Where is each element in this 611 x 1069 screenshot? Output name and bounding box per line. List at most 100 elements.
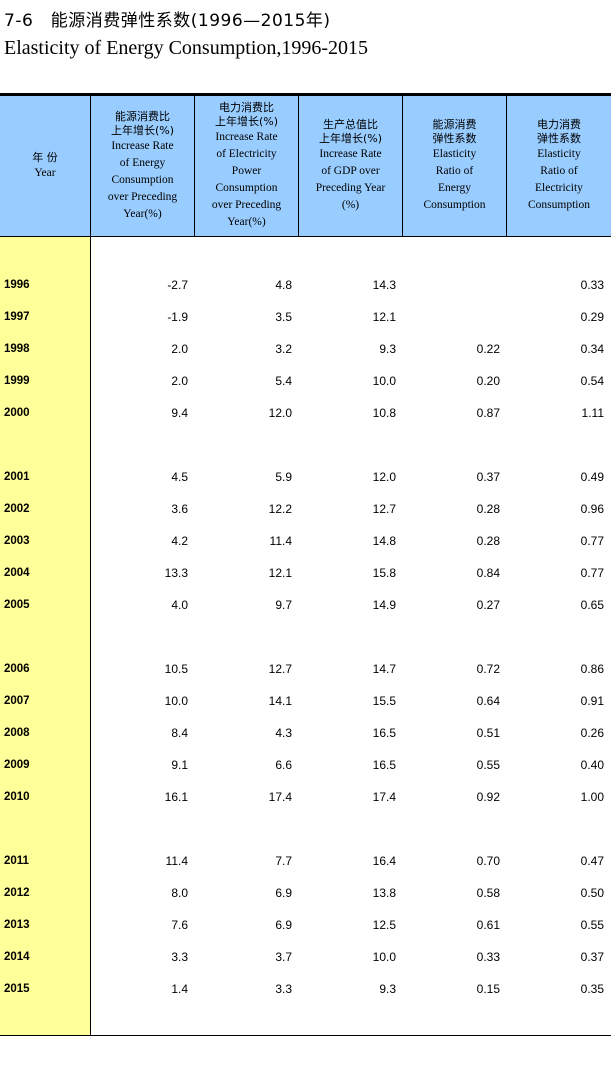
gdp-increase-cell: 15.8 [372,566,396,580]
energy-increase-cell: 4.5 [171,470,188,484]
year-cell: 1999 [4,375,30,387]
table-row: 1999 2.0 5.4 10.0 0.20 0.54 [0,372,611,390]
gdp-increase-cell: 15.5 [372,694,396,708]
energy-elasticity-cell: 0.92 [476,790,500,804]
table-header: 年 份 Year 能源消费比 上年增长(%) Increase Rate of … [0,96,611,236]
energy-elasticity-cell: 0.22 [476,342,500,356]
power-increase-cell: 3.7 [275,950,292,964]
gdp-increase-cell: 13.8 [372,886,396,900]
table-row: 1998 2.0 3.2 9.3 0.22 0.34 [0,340,611,358]
gdp-increase-cell: 17.4 [372,790,396,804]
header-power-increase: 电力消费比 上年增长(%) Increase Rate of Electrici… [194,96,298,236]
energy-increase-cell: 10.5 [164,662,188,676]
energy-increase-cell: 4.2 [171,534,188,548]
power-elasticity-cell: 0.49 [580,470,604,484]
bottom-rule [0,1035,611,1036]
header-energy-increase: 能源消费比 上年增长(%) Increase Rate of Energy Co… [90,96,194,236]
energy-increase-cell: 8.0 [171,886,188,900]
table-row: 2003 4.2 11.4 14.8 0.28 0.77 [0,532,611,550]
energy-elasticity-cell: 0.55 [476,758,500,772]
power-increase-cell: 4.3 [275,726,292,740]
power-elasticity-cell: 0.29 [580,310,604,324]
power-increase-cell: 12.1 [268,566,292,580]
power-elasticity-cell: 1.11 [581,406,604,420]
power-increase-cell: 5.9 [275,470,292,484]
energy-increase-cell: 2.0 [171,374,188,388]
table-row: 2004 13.3 12.1 15.8 0.84 0.77 [0,564,611,582]
gdp-increase-cell: 14.7 [372,662,396,676]
year-column-divider [90,237,91,1035]
energy-elasticity-cell: 0.84 [476,566,500,580]
gdp-increase-cell: 16.5 [372,758,396,772]
energy-increase-cell: 11.4 [165,854,188,868]
gdp-increase-cell: 16.4 [372,854,396,868]
energy-increase-cell: 13.3 [164,566,188,580]
energy-elasticity-cell: 0.37 [476,470,500,484]
power-elasticity-cell: 0.40 [580,758,604,772]
gdp-increase-cell: 14.8 [372,534,396,548]
year-cell: 2012 [4,887,30,899]
power-increase-cell: 6.9 [275,886,292,900]
year-cell: 1996 [4,279,30,291]
power-elasticity-cell: 0.37 [580,950,604,964]
energy-elasticity-cell: 0.15 [476,982,500,996]
power-increase-cell: 9.7 [275,598,292,612]
gdp-increase-cell: 12.7 [372,502,396,516]
header-gdp-increase: 生产总值比 上年增长(%) Increase Rate of GDP over … [298,96,402,236]
gdp-increase-cell: 14.3 [372,278,396,292]
energy-elasticity-cell: 0.87 [476,406,500,420]
header-power-elasticity-en: Elasticity Ratio of Electricity Consumpt… [528,148,590,211]
year-cell: 2011 [4,855,29,867]
header-year-en: Year [34,166,56,179]
year-cell: 1997 [4,311,30,323]
power-increase-cell: 5.4 [275,374,292,388]
power-increase-cell: 7.7 [275,854,292,868]
table-title-english: Elasticity of Energy Consumption,1996-20… [4,37,369,59]
energy-increase-cell: 4.0 [171,598,188,612]
power-increase-cell: 4.8 [275,278,292,292]
table-row: 2012 8.0 6.9 13.8 0.58 0.50 [0,884,611,902]
energy-increase-cell: 9.4 [171,406,188,420]
table-row: 2006 10.5 12.7 14.7 0.72 0.86 [0,660,611,678]
year-cell: 2010 [4,791,30,803]
power-elasticity-cell: 0.86 [580,662,604,676]
header-year-cn: 年 份 [32,150,58,164]
table-row: 2002 3.6 12.2 12.7 0.28 0.96 [0,500,611,518]
power-elasticity-cell: 0.54 [580,374,604,388]
header-power-elasticity: 电力消费 弹性系数 Elasticity Ratio of Electricit… [506,96,611,236]
year-column-background [0,237,90,1035]
energy-elasticity-cell: 0.27 [476,598,500,612]
energy-elasticity-cell [403,308,500,326]
power-increase-cell: 14.1 [268,694,292,708]
gdp-increase-cell: 10.8 [372,406,396,420]
energy-elasticity-cell: 0.51 [476,726,500,740]
power-elasticity-cell: 0.96 [580,502,604,516]
power-increase-cell: 12.7 [268,662,292,676]
table-row: 2015 1.4 3.3 9.3 0.15 0.35 [0,980,611,998]
table-row: 2005 4.0 9.7 14.9 0.27 0.65 [0,596,611,614]
gdp-increase-cell: 10.0 [372,374,396,388]
energy-elasticity-cell: 0.28 [476,502,500,516]
power-elasticity-cell: 1.00 [580,790,604,804]
year-cell: 2003 [4,535,30,547]
header-energy-increase-cn: 能源消费比 上年增长(%) [110,109,175,137]
gdp-increase-cell: 10.0 [372,950,396,964]
header-energy-elasticity-cn: 能源消费 弹性系数 [432,118,477,145]
table-row: 2009 9.1 6.6 16.5 0.55 0.40 [0,756,611,774]
energy-elasticity-cell: 0.33 [476,950,500,964]
energy-increase-cell: -1.9 [167,310,188,324]
year-cell: 2004 [4,567,30,579]
power-increase-cell: 11.4 [269,534,292,548]
year-cell: 2007 [4,695,30,707]
year-cell: 2005 [4,599,30,611]
year-cell: 2009 [4,759,30,771]
table-row: 2000 9.4 12.0 10.8 0.87 1.11 [0,404,611,422]
power-increase-cell: 12.0 [268,406,292,420]
energy-increase-cell: 16.1 [164,790,188,804]
power-elasticity-cell: 0.77 [580,534,604,548]
energy-elasticity-cell: 0.64 [476,694,500,708]
table-row: 2014 3.3 3.7 10.0 0.33 0.37 [0,948,611,966]
table-row: 2011 11.4 7.7 16.4 0.70 0.47 [0,852,611,870]
gdp-increase-cell: 12.5 [372,918,396,932]
gdp-increase-cell: 14.9 [372,598,396,612]
